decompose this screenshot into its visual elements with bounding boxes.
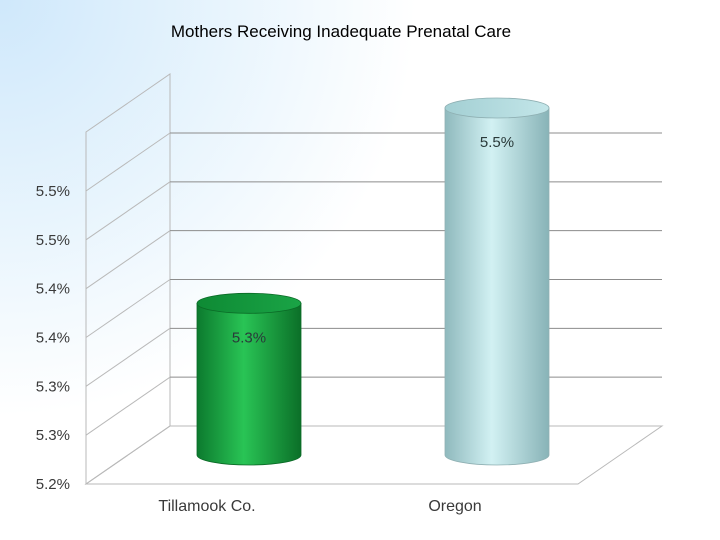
category-label: Oregon [428,498,481,515]
data-label: 5.5% [480,134,514,151]
y-tick-label: 5.4% [36,281,70,298]
side-gridline [85,376,171,436]
category-label: Tillamook Co. [158,498,255,515]
bar-body [196,302,302,466]
y-tick-label: 5.5% [36,232,70,249]
chart-title: Mothers Receiving Inadequate Prenatal Ca… [170,22,512,41]
bar-oregon [444,97,550,466]
data-label: 5.3% [232,329,266,346]
bar-top [196,292,302,314]
y-tick-label: 5.3% [36,378,70,395]
bar-tillamook-co [196,292,302,466]
left-wall [85,73,171,485]
y-tick-label: 5.2% [36,476,70,493]
side-gridline [85,181,171,241]
side-gridline [85,279,171,338]
side-gridline [85,230,171,290]
y-tick-label: 5.5% [36,183,70,200]
side-gridline [85,425,171,485]
floor [84,425,664,485]
side-gridline [85,327,171,387]
bar-top [444,97,550,119]
y-tick-label: 5.4% [36,330,70,347]
y-tick-label: 5.3% [36,427,70,444]
bar-body [444,107,550,466]
side-gridline [85,132,171,192]
